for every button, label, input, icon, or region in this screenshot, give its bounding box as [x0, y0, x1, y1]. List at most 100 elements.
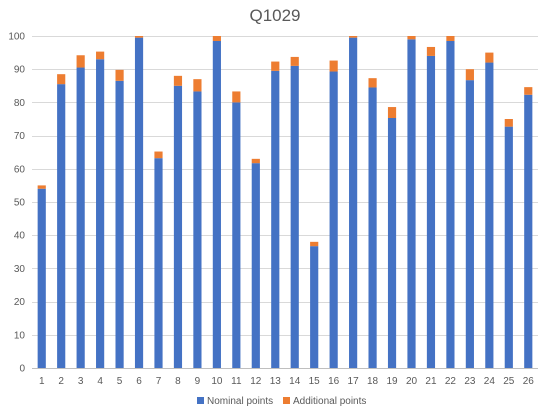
bar-additional-points	[232, 91, 241, 103]
bar-additional-points	[154, 151, 163, 159]
bar-nominal-points	[212, 40, 221, 368]
bar-nominal-points	[290, 65, 299, 368]
bar-additional-points	[115, 69, 124, 81]
bar-additional-points	[251, 158, 260, 164]
x-tick-label: 7	[156, 376, 162, 387]
x-tick-label: 15	[309, 376, 321, 387]
bar-nominal-points	[368, 87, 377, 369]
bar-additional-points	[504, 119, 513, 127]
y-tick-label: 30	[14, 264, 26, 275]
x-tick-label: 25	[503, 376, 515, 387]
x-tick-label: 4	[97, 376, 103, 387]
x-tick-label: 12	[250, 376, 262, 387]
x-tick-label: 14	[289, 376, 301, 387]
bar-nominal-points	[465, 80, 474, 368]
bar-additional-points	[329, 60, 338, 72]
bar-nominal-points	[426, 55, 436, 369]
bar-nominal-points	[76, 67, 85, 368]
bar-nominal-points	[115, 80, 124, 368]
bar-additional-points	[349, 36, 358, 38]
bar-nominal-points	[193, 91, 202, 368]
bar-nominal-points	[154, 158, 163, 368]
bar-nominal-points	[329, 71, 338, 369]
bar-nominal-points	[446, 40, 455, 368]
y-axis-tick-labels: 0 10 20 30 40 50 60 70 80 90 100	[8, 32, 25, 375]
bar-additional-points	[310, 241, 319, 247]
y-tick-label: 60	[14, 164, 26, 175]
y-tick-label: 0	[19, 364, 25, 375]
x-tick-label: 13	[270, 376, 282, 387]
x-tick-label: 17	[348, 376, 360, 387]
y-tick-label: 40	[14, 231, 26, 242]
bar-nominal-points	[96, 59, 105, 369]
bar-additional-points	[134, 36, 144, 38]
bar-additional-points	[76, 55, 85, 68]
x-tick-label: 21	[425, 376, 437, 387]
bar-additional-points	[193, 79, 202, 92]
chart-title: Q1029	[249, 6, 300, 25]
legend-label-nominal: Nominal points	[207, 396, 273, 407]
y-tick-label: 90	[14, 65, 26, 76]
bar-nominal-points	[232, 102, 241, 369]
x-tick-label: 6	[136, 376, 142, 387]
bars	[37, 36, 533, 369]
bar-additional-points	[426, 46, 436, 56]
bar-additional-points	[173, 75, 183, 86]
bar-additional-points	[485, 52, 494, 63]
bar-additional-points	[290, 56, 299, 66]
x-tick-label: 2	[58, 376, 64, 387]
bar-nominal-points	[524, 94, 533, 368]
x-tick-label: 8	[175, 376, 181, 387]
bar-nominal-points	[173, 85, 183, 369]
y-tick-label: 10	[14, 330, 26, 341]
bar-additional-points	[387, 107, 397, 119]
gridlines	[32, 36, 538, 336]
bar-nominal-points	[37, 188, 46, 368]
bar-nominal-points	[387, 118, 397, 368]
bar-nominal-points	[407, 39, 416, 368]
y-tick-label: 50	[14, 198, 26, 209]
y-tick-label: 70	[14, 131, 26, 142]
bar-additional-points	[212, 36, 221, 41]
bar-nominal-points	[134, 37, 144, 368]
bar-nominal-points	[504, 126, 513, 368]
x-tick-label: 18	[367, 376, 379, 387]
x-tick-label: 3	[78, 376, 84, 387]
bar-additional-points	[368, 78, 377, 88]
y-tick-label: 20	[14, 297, 26, 308]
legend-swatch-nominal	[197, 397, 204, 404]
x-tick-label: 10	[211, 376, 223, 387]
bar-additional-points	[57, 74, 66, 85]
y-tick-label: 100	[8, 32, 25, 43]
x-tick-label: 16	[328, 376, 340, 387]
x-tick-label: 11	[231, 376, 242, 387]
bar-additional-points	[524, 87, 533, 95]
legend-swatch-additional	[283, 397, 290, 404]
x-tick-label: 20	[406, 376, 418, 387]
bar-additional-points	[96, 51, 105, 60]
bar-nominal-points	[310, 246, 319, 368]
bar-additional-points	[446, 36, 455, 41]
bar-additional-points	[465, 69, 474, 81]
x-tick-label: 19	[386, 376, 398, 387]
x-tick-label: 5	[117, 376, 123, 387]
y-tick-label: 80	[14, 98, 26, 109]
bar-additional-points	[271, 61, 280, 71]
x-tick-label: 26	[523, 376, 535, 387]
legend: Nominal points Additional points	[197, 396, 366, 407]
x-axis-tick-labels: 1 2 3 4 5 6 7 8 9 10 11 12 13 14 15 16 17 18 19 20 21 22 23 24 2…	[39, 376, 534, 387]
x-tick-label: 22	[445, 376, 457, 387]
legend-label-additional: Additional points	[293, 396, 366, 407]
bar-nominal-points	[57, 84, 66, 368]
x-tick-label: 24	[484, 376, 496, 387]
bar-nominal-points	[349, 37, 358, 368]
bar-nominal-points	[485, 62, 494, 369]
bar-additional-points	[37, 185, 46, 189]
x-tick-label: 1	[39, 376, 45, 387]
x-tick-label: 9	[195, 376, 201, 387]
bar-nominal-points	[251, 163, 260, 368]
bar-nominal-points	[271, 70, 280, 369]
bar-additional-points	[407, 36, 416, 40]
